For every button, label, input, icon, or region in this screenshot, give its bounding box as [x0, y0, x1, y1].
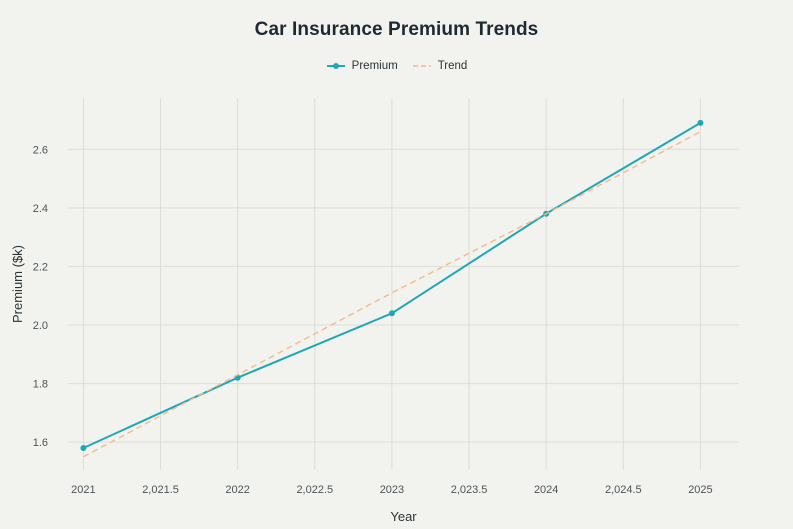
y-tick-label: 2.6 — [33, 144, 48, 156]
x-tick-label: 2022 — [225, 484, 249, 496]
y-tick-label: 2.2 — [33, 261, 48, 273]
y-tick-label: 2.4 — [33, 203, 48, 215]
x-tick-label: 2023 — [380, 484, 404, 496]
y-axis-label: Premium ($k) — [10, 245, 25, 323]
tick-layer: 2021 2,021.5 2022 2,022.5 2023 2,023.5 2024 2,0… — [33, 144, 713, 496]
legend-swatch-trend — [412, 65, 431, 67]
data-point-premium[interactable] — [388, 310, 395, 317]
legend-label-trend: Trend — [437, 60, 468, 72]
legend-item-premium[interactable]: Premium — [326, 60, 398, 72]
x-tick-label: 2,024.5 — [605, 484, 642, 496]
x-tick-label: 2,021.5 — [142, 484, 179, 496]
data-point-premium[interactable] — [80, 445, 87, 452]
series-line-trend — [83, 131, 701, 458]
x-tick-label: 2021 — [71, 484, 95, 496]
grid-layer — [68, 98, 739, 470]
y-tick-label: 1.6 — [33, 437, 48, 449]
x-tick-label: 2,022.5 — [296, 484, 333, 496]
chart-title: Car Insurance Premium Trends — [254, 19, 539, 40]
x-axis-label: Year — [390, 509, 417, 524]
x-tick-label: 2025 — [688, 484, 712, 496]
legend: Premium Trend — [0, 60, 793, 72]
x-tick-label: 2,023.5 — [451, 484, 488, 496]
data-point-premium[interactable] — [697, 119, 704, 126]
y-tick-label: 2.0 — [33, 320, 48, 332]
x-tick-label: 2024 — [534, 484, 558, 496]
series-layer — [80, 119, 704, 458]
legend-label-premium: Premium — [351, 60, 398, 72]
legend-item-trend[interactable]: Trend — [412, 60, 468, 72]
y-tick-label: 1.8 — [33, 379, 48, 391]
legend-swatch-premium — [326, 63, 345, 69]
